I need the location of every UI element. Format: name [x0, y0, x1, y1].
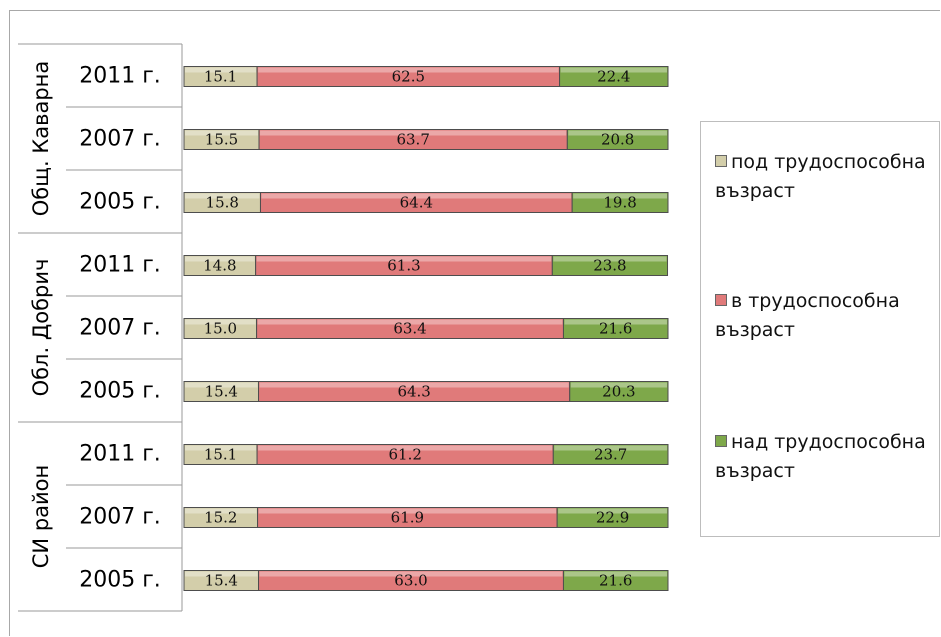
legend-item-under: под трудоспособна възраст	[715, 148, 937, 206]
group-label: Общ. Каварна	[29, 61, 53, 217]
bar-highlight	[185, 193, 260, 199]
data-label: 22.4	[597, 68, 630, 86]
bar-highlight	[185, 67, 257, 73]
bar-highlight	[553, 256, 667, 262]
data-label: 21.6	[599, 572, 632, 590]
data-label: 23.8	[593, 257, 626, 275]
bar-highlight	[560, 67, 667, 73]
bars: 15.1 62.5 22.4 15.5 63.7 20.8 15.8 64.4 19.8 14.8…	[183, 66, 669, 591]
data-label: 15.1	[204, 68, 237, 86]
data-label: 15.2	[204, 509, 237, 527]
data-label: 23.7	[594, 446, 627, 464]
group-label: Обл. Добрич	[29, 259, 53, 397]
legend-item-working: в трудоспособна възраст	[715, 287, 937, 345]
bar-highlight	[185, 130, 259, 136]
chart-frame	[9, 10, 940, 636]
data-label: 63.0	[394, 572, 427, 590]
data-label: 22.9	[596, 509, 629, 527]
bar-highlight	[185, 319, 256, 325]
data-label: 21.6	[599, 320, 632, 338]
category-axis: Общ. Каварна 2011 г. 2007 г. 2005 г. Обл. До…	[18, 43, 183, 612]
data-label: 15.5	[205, 131, 238, 149]
data-label: 20.3	[602, 383, 635, 401]
data-label: 61.2	[388, 446, 421, 464]
group-label: СИ район	[29, 465, 53, 568]
legend-swatch-under	[715, 155, 727, 167]
bar-highlight	[564, 571, 667, 577]
data-label: 15.8	[206, 194, 239, 212]
data-label: 15.4	[205, 572, 238, 590]
bar-segment	[571, 192, 669, 213]
bar-segment	[562, 570, 669, 591]
bar-highlight	[558, 508, 667, 514]
legend-label-under: под трудоспособна възраст	[715, 151, 926, 202]
bar-highlight	[185, 445, 257, 451]
data-label: 63.7	[396, 131, 429, 149]
data-label: 14.8	[203, 257, 236, 275]
tick-label: 2007 г.	[79, 316, 161, 341]
bar-highlight	[185, 508, 257, 514]
bar-highlight	[570, 382, 667, 388]
bar-highlight	[564, 319, 667, 325]
bar-highlight	[258, 67, 559, 73]
tick-label: 2007 г.	[79, 127, 161, 152]
bar-segment	[552, 444, 669, 465]
bar-highlight	[185, 256, 255, 262]
bar-segment	[551, 255, 669, 276]
legend: под трудоспособна възраст в трудоспособн…	[700, 121, 940, 537]
data-label: 15.0	[204, 320, 237, 338]
bar-highlight	[258, 508, 557, 514]
bar-segment	[559, 66, 669, 87]
data-label: 15.4	[205, 383, 238, 401]
tick-label: 2007 г.	[79, 505, 161, 530]
data-label: 62.5	[392, 68, 425, 86]
tick-label: 2005 г.	[79, 190, 161, 215]
data-label: 20.8	[601, 131, 634, 149]
data-label: 19.8	[603, 194, 636, 212]
tick-label: 2005 г.	[79, 379, 161, 404]
bar-highlight	[573, 193, 667, 199]
bar-highlight	[257, 319, 563, 325]
bar-highlight	[261, 193, 572, 199]
bar-highlight	[259, 571, 563, 577]
bar-highlight	[185, 571, 258, 577]
bar-highlight	[259, 382, 569, 388]
data-label: 64.4	[400, 194, 433, 212]
bar-highlight	[185, 382, 258, 388]
data-label: 61.9	[391, 509, 424, 527]
bar-highlight	[256, 256, 552, 262]
bar-segment	[556, 507, 669, 528]
bar-highlight	[258, 445, 553, 451]
legend-item-over: над трудоспособна възраст	[715, 428, 937, 486]
data-label: 63.4	[393, 320, 426, 338]
data-label: 64.3	[397, 383, 430, 401]
legend-label-over: над трудоспособна възраст	[715, 431, 926, 482]
bar-segment	[569, 381, 669, 402]
tick-label: 2011 г.	[79, 64, 161, 89]
tick-label: 2011 г.	[79, 442, 161, 467]
data-label: 15.1	[204, 446, 237, 464]
tick-label: 2005 г.	[79, 568, 161, 593]
bar-segment	[566, 129, 669, 150]
legend-label-working: в трудоспособна възраст	[715, 290, 900, 341]
data-label: 61.3	[387, 257, 420, 275]
bar-highlight	[260, 130, 567, 136]
bar-segment	[562, 318, 669, 339]
legend-swatch-over	[715, 435, 727, 447]
tick-label: 2011 г.	[79, 253, 161, 278]
bar-highlight	[568, 130, 667, 136]
bar-highlight	[554, 445, 667, 451]
legend-swatch-working	[715, 294, 727, 306]
